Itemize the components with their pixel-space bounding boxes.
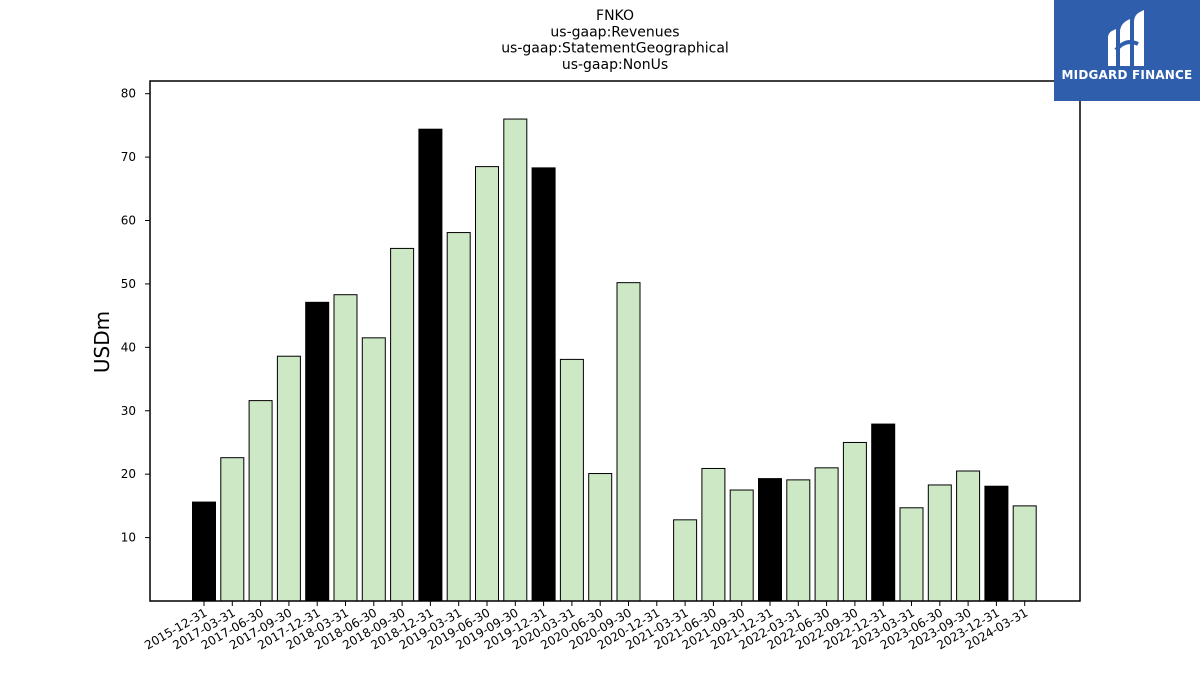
- logo-text: MIDGARD FINANCE: [1061, 68, 1193, 82]
- bar-2022-03-31: [786, 479, 811, 602]
- y-tick-label: 30: [121, 404, 136, 418]
- plot-frame: [149, 80, 1081, 602]
- bar-2023-06-30: [927, 484, 952, 602]
- y-tick-label: 20: [121, 467, 136, 481]
- bar-2020-06-30: [588, 473, 613, 602]
- chart-title-line: us-gaap:NonUs: [562, 57, 668, 73]
- bar-2017-09-30: [276, 355, 301, 602]
- bar-2023-03-31: [899, 507, 924, 602]
- y-tick-label: 40: [121, 340, 136, 354]
- chart-title-line: FNKO: [596, 8, 634, 24]
- y-tick-label: 50: [121, 277, 136, 291]
- bar-2020-09-30: [616, 282, 641, 602]
- bar-2022-09-30: [842, 441, 867, 602]
- bar-2021-06-30: [701, 467, 726, 602]
- y-axis: 10 20 30 40 50 60 70 80: [121, 87, 150, 545]
- bar-2024-03-31: [1012, 505, 1037, 602]
- bar-2017-06-30: [248, 400, 273, 602]
- y-tick-label: 80: [121, 87, 136, 101]
- y-tick-label: 10: [121, 531, 136, 545]
- bar-2019-06-30: [475, 166, 499, 602]
- bar-2022-12-31: [871, 423, 896, 602]
- midgard-logo-icon: [1108, 10, 1144, 66]
- bar-2020-03-31: [559, 358, 584, 602]
- bar-2017-12-31: [305, 301, 330, 602]
- y-tick-label: 70: [121, 150, 136, 164]
- bar-2018-09-30: [390, 247, 415, 602]
- y-axis-label: USDm: [90, 311, 114, 373]
- bar-2019-09-30: [503, 118, 528, 602]
- midgard-finance-logo: MIDGARD FINANCE: [1054, 0, 1200, 101]
- chart-title-line: us-gaap:StatementGeographical: [501, 41, 729, 57]
- bar-2018-06-30: [361, 337, 386, 602]
- bar-2018-12-31: [418, 128, 443, 602]
- chart-title: FNKOus-gaap:Revenuesus-gaap:StatementGeo…: [501, 8, 729, 73]
- bar-2021-12-31: [758, 478, 782, 602]
- bar-2023-12-31: [984, 485, 1009, 602]
- bar-2021-09-30: [729, 489, 754, 602]
- bar-2018-03-31: [333, 294, 358, 602]
- bar-2023-09-30: [956, 470, 981, 602]
- bar-2017-03-31: [220, 457, 245, 602]
- bar-2019-03-31: [446, 232, 471, 602]
- bar-2022-06-30: [814, 467, 839, 602]
- x-axis: 2015-12-312017-03-312017-06-302017-09-30…: [142, 601, 1030, 652]
- chart-title-line: us-gaap:Revenues: [550, 24, 679, 40]
- bar-2019-12-31: [531, 167, 556, 602]
- bars: [192, 118, 1037, 602]
- bar-2021-03-31: [673, 519, 698, 602]
- y-tick-label: 60: [121, 214, 136, 228]
- bar-2015-12-31: [192, 501, 216, 602]
